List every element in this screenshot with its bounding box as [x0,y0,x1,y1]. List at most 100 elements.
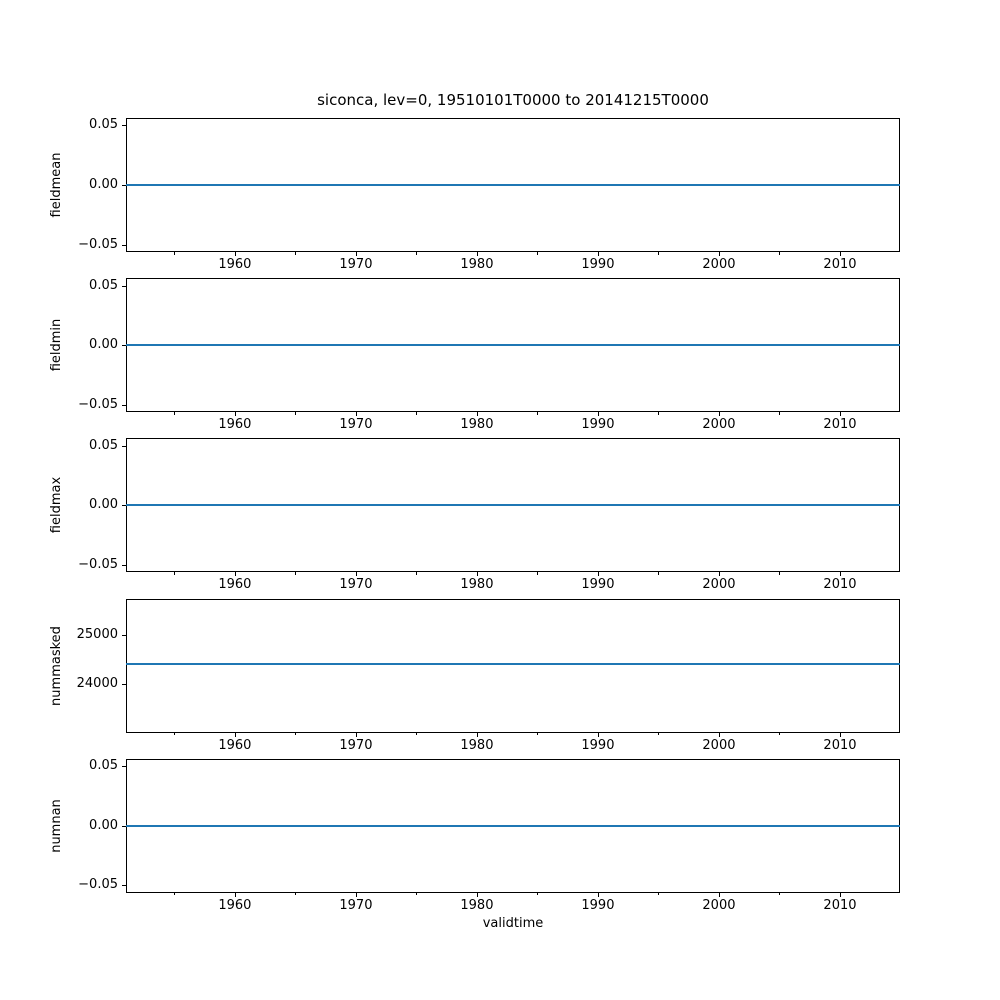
x-minor-tick-mark [537,732,539,736]
x-minor-tick-mark [416,732,418,736]
x-tick-mark [476,892,478,897]
y-tick-label: 0.05 [89,437,118,453]
x-tick-mark [476,572,478,577]
x-tick-label: 1990 [581,897,615,913]
y-tick-label: 0.00 [89,817,118,833]
x-tick-label: 2000 [702,897,736,913]
y-tick-label: 25000 [76,626,118,642]
y-axis-title-fieldmax: fieldmax [49,477,64,534]
y-tick-label: 0.05 [89,277,118,293]
x-tick-mark [597,732,599,737]
series-line-fieldmax [126,504,900,507]
x-tick-label: 2000 [702,737,736,753]
x-tick-mark [355,572,357,577]
x-minor-tick-mark [295,252,297,255]
x-minor-tick-mark [779,732,781,736]
x-tick-mark [839,732,841,737]
x-tick-mark [234,412,236,417]
x-tick-label: 1970 [339,257,373,272]
x-minor-tick-mark [416,572,418,575]
y-axis-title-numnan: numnan [49,799,64,853]
x-minor-tick-mark [295,732,297,736]
x-tick-mark [839,252,841,256]
x-tick-label: 1990 [581,257,615,272]
y-tick-label: 24000 [76,675,118,691]
x-tick-label: 1980 [460,577,494,593]
series-line-numnan [126,824,900,827]
x-tick-mark [597,412,599,417]
x-tick-label: 2000 [702,257,736,272]
x-minor-tick-mark [658,572,660,575]
x-tick-mark [597,892,599,897]
subplot-axes-nummasked [126,598,900,733]
x-minor-tick-mark [174,252,176,255]
y-tick-label: 0.00 [89,177,118,192]
y-tick-mark [122,185,126,186]
y-tick-mark [122,634,126,636]
x-minor-tick-mark [174,892,176,896]
y-axis-title-fieldmin: fieldmin [49,318,64,372]
x-tick-mark [597,252,599,256]
x-minor-tick-mark [416,412,418,415]
x-tick-mark [718,732,720,737]
x-tick-mark [839,412,841,417]
x-tick-label: 2010 [823,577,857,593]
x-tick-mark [597,572,599,577]
x-tick-label: 1990 [581,737,615,753]
x-tick-label: 1970 [339,577,373,593]
x-minor-tick-mark [537,892,539,896]
x-minor-tick-mark [295,412,297,415]
y-tick-mark [122,345,126,347]
x-minor-tick-mark [537,412,539,415]
x-tick-mark [234,572,236,577]
x-minor-tick-mark [658,412,660,415]
x-tick-mark [355,412,357,417]
x-tick-mark [234,732,236,737]
x-minor-tick-mark [537,572,539,575]
x-tick-mark [839,892,841,897]
x-minor-tick-mark [174,572,176,575]
x-tick-mark [718,572,720,577]
x-minor-tick-mark [416,892,418,896]
y-tick-mark [122,445,126,447]
x-tick-label: 1980 [460,737,494,753]
y-tick-label: −0.05 [78,396,118,412]
y-tick-mark [122,683,126,685]
series-line-nummasked [126,663,900,666]
x-tick-mark [355,732,357,737]
x-tick-label: 2010 [823,897,857,913]
x-tick-label: 2010 [823,737,857,753]
y-tick-label: 0.00 [89,497,118,513]
y-tick-label: 0.05 [89,117,118,133]
x-tick-mark [355,252,357,256]
x-tick-label: 1970 [339,417,373,433]
x-minor-tick-mark [416,252,418,255]
x-minor-tick-mark [295,572,297,575]
y-tick-label: −0.05 [78,236,118,252]
y-tick-label: 0.00 [89,337,118,353]
x-tick-label: 1960 [218,897,252,913]
y-tick-mark [122,766,126,768]
x-minor-tick-mark [295,892,297,896]
x-tick-label: 1970 [339,737,373,753]
y-tick-mark [122,825,126,827]
y-tick-mark [122,285,126,287]
x-minor-tick-mark [174,412,176,415]
x-tick-label: 2000 [702,417,736,433]
x-tick-mark [355,892,357,897]
x-tick-label: 1990 [581,417,615,433]
x-tick-label: 1960 [218,417,252,433]
series-line-fieldmean [126,184,900,186]
x-minor-tick-mark [779,252,781,255]
x-tick-mark [476,252,478,256]
series-line-fieldmin [126,344,900,347]
x-tick-label: 1960 [218,257,252,272]
x-tick-label: 1960 [218,577,252,593]
x-tick-mark [839,572,841,577]
y-tick-mark [122,244,126,246]
x-tick-mark [476,732,478,737]
x-minor-tick-mark [658,892,660,896]
chart-title: siconca, lev=0, 19510101T0000 to 2014121… [317,91,709,109]
x-tick-label: 1970 [339,897,373,913]
